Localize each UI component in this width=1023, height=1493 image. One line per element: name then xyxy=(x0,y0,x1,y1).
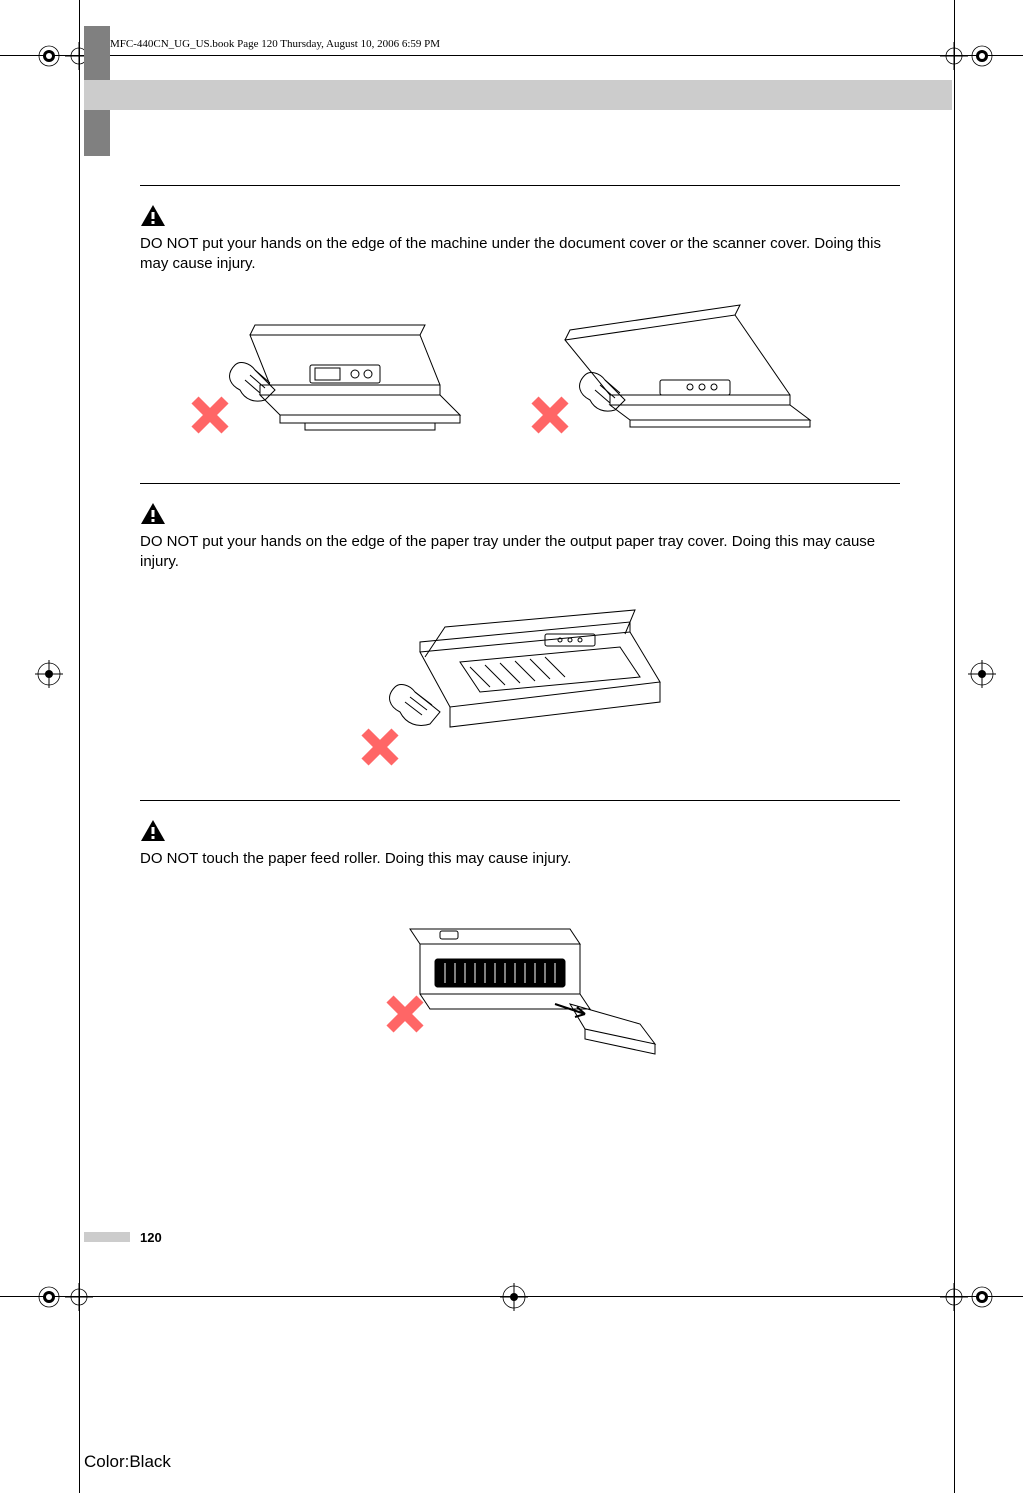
warning-section-2: DO NOT put your hands on the edge of the… xyxy=(140,483,900,801)
crop-line-right xyxy=(954,0,955,1493)
warning-icon xyxy=(140,819,166,843)
warning-text-2: DO NOT put your hands on the edge of the… xyxy=(140,532,900,573)
figure-scanner-cover-right xyxy=(560,295,820,445)
reg-mark xyxy=(500,1283,528,1311)
reg-mark xyxy=(968,1283,996,1311)
red-x-icon xyxy=(385,994,425,1034)
figure-scanner-cover-left xyxy=(220,295,480,445)
reg-mark xyxy=(35,1283,63,1311)
header-gray-bar xyxy=(84,80,952,110)
reg-mark xyxy=(968,660,996,688)
warning-text-3: DO NOT touch the paper feed roller. Doin… xyxy=(140,849,900,869)
reg-mark-cross xyxy=(65,1283,93,1311)
figure-feed-roller xyxy=(370,889,670,1059)
page-number-bar xyxy=(84,1232,130,1242)
reg-mark xyxy=(35,42,63,70)
color-label: Color:Black xyxy=(84,1452,171,1472)
red-x-icon xyxy=(190,395,230,435)
figure-paper-tray xyxy=(370,592,670,762)
reg-mark xyxy=(968,42,996,70)
reg-mark-cross xyxy=(940,1283,968,1311)
reg-mark xyxy=(35,660,63,688)
red-x-icon xyxy=(530,395,570,435)
warning-section-1: DO NOT put your hands on the edge of the… xyxy=(140,185,900,483)
crop-line-left xyxy=(79,0,80,1493)
warning-section-3: DO NOT touch the paper feed roller. Doin… xyxy=(140,800,900,1097)
warning-icon xyxy=(140,204,166,228)
crop-line-top xyxy=(0,55,1023,56)
reg-mark-cross xyxy=(940,42,968,70)
warning-text-1: DO NOT put your hands on the edge of the… xyxy=(140,234,900,275)
page-number: 120 xyxy=(140,1230,162,1245)
red-x-icon xyxy=(360,727,400,767)
warning-icon xyxy=(140,502,166,526)
book-header-text: MFC-440CN_UG_US.book Page 120 Thursday, … xyxy=(110,38,440,50)
page-content: DO NOT put your hands on the edge of the… xyxy=(140,185,900,1097)
